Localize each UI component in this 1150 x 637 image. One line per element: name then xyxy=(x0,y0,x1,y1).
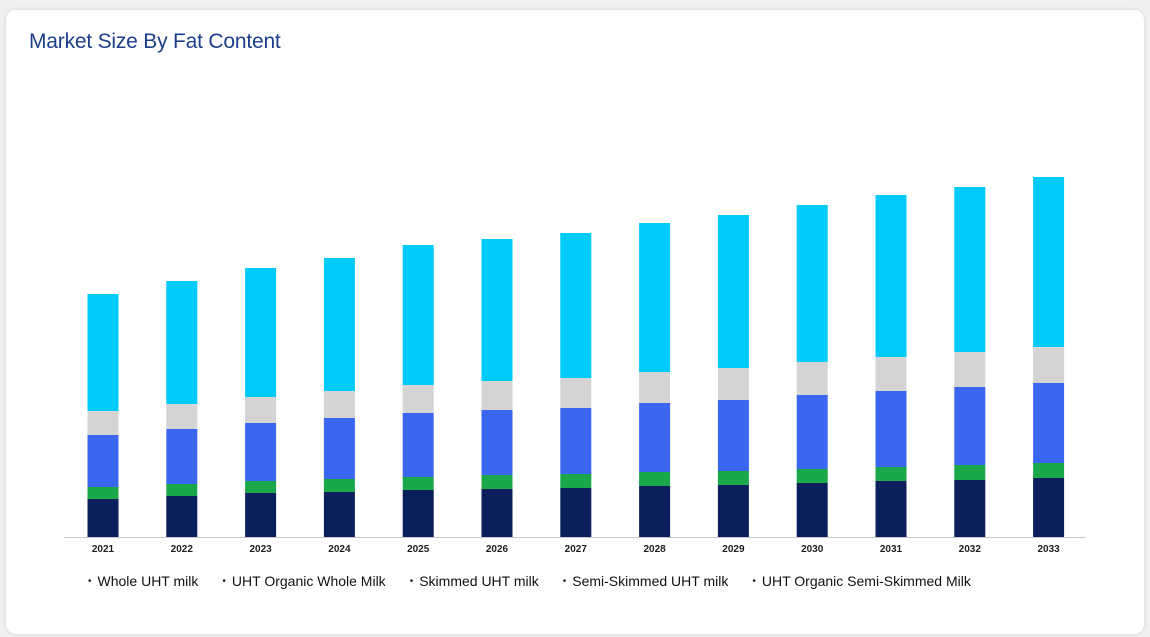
bar-2023-series-2 xyxy=(245,423,277,481)
bar-2027-series-0 xyxy=(560,488,592,537)
legend-bullet-icon: • xyxy=(562,575,567,587)
bar-2024-series-3 xyxy=(323,391,355,418)
bar-2030-series-4 xyxy=(796,205,828,362)
bar-2032-series-3 xyxy=(954,352,986,387)
bar-2031-series-2 xyxy=(875,391,907,467)
bar-2028-series-3 xyxy=(639,372,671,403)
legend-bullet-icon: • xyxy=(409,575,414,587)
bar-2028-series-2 xyxy=(639,403,671,472)
x-tick-label: 2032 xyxy=(959,544,982,555)
bar-2030-series-0 xyxy=(796,483,828,537)
x-tick-label: 2031 xyxy=(880,544,903,555)
bar-2028-series-1 xyxy=(639,472,671,486)
bar-2022-series-4 xyxy=(166,281,198,404)
bar-2021-series-2 xyxy=(87,435,119,487)
bar-2028-series-4 xyxy=(639,223,671,372)
bar-2032-series-0 xyxy=(954,480,986,537)
legend-bullet-icon: • xyxy=(88,575,92,587)
x-tick-label: 2024 xyxy=(328,544,351,555)
bar-2026-series-0 xyxy=(481,489,513,537)
bar-2033-series-2 xyxy=(1033,383,1065,463)
chart-title: Market Size By Fat Content xyxy=(29,30,281,53)
legend-item: • UHT Organic Semi-Skimmed Milk xyxy=(752,573,971,589)
bar-2031-series-4 xyxy=(875,195,907,357)
bar-2029-series-4 xyxy=(717,215,749,368)
bar-2023-series-0 xyxy=(245,493,277,537)
x-tick-label: 2023 xyxy=(249,544,272,555)
bar-2026-series-4 xyxy=(481,239,513,381)
bar-2025-series-0 xyxy=(402,490,434,537)
bar-2023-series-3 xyxy=(245,397,277,423)
bar-2027-series-4 xyxy=(560,233,592,378)
x-tick-label: 2025 xyxy=(407,544,430,555)
x-tick-label: 2033 xyxy=(1037,544,1060,555)
legend-label: Semi-Skimmed UHT milk xyxy=(572,573,729,589)
bar-2021-series-1 xyxy=(87,487,119,499)
bar-2021-series-0 xyxy=(87,499,119,537)
bar-2025-series-4 xyxy=(402,245,434,385)
bar-2033-series-4 xyxy=(1033,177,1065,347)
legend-label: UHT Organic Semi-Skimmed Milk xyxy=(761,573,971,589)
x-tick-label: 2027 xyxy=(565,544,588,555)
bar-2031-series-0 xyxy=(875,481,907,537)
legend-bullet-icon: • xyxy=(222,575,226,587)
bar-2030-series-2 xyxy=(796,395,828,469)
legend-item: • UHT Organic Whole Milk xyxy=(222,573,385,589)
bar-2028-series-0 xyxy=(639,486,671,537)
legend-bullet-icon: • xyxy=(752,575,756,587)
legend-item: • Skimmed UHT milk xyxy=(410,573,539,589)
bar-2026-series-3 xyxy=(481,381,513,410)
bar-2022-series-0 xyxy=(166,496,198,537)
legend-item: • Whole UHT milk xyxy=(88,573,198,589)
bar-2033-series-0 xyxy=(1033,478,1065,537)
x-tick-label: 2021 xyxy=(92,544,115,555)
bar-2030-series-3 xyxy=(796,362,828,395)
bar-2024-series-4 xyxy=(323,258,355,391)
bar-2032-series-1 xyxy=(954,465,986,480)
bar-2022-series-2 xyxy=(166,429,198,484)
bar-2022-series-3 xyxy=(166,404,198,429)
bar-2024-series-0 xyxy=(323,492,355,537)
bar-2026-series-2 xyxy=(481,410,513,475)
bar-2021-series-4 xyxy=(87,294,119,411)
bar-2030-series-1 xyxy=(796,469,828,483)
bar-2026-series-1 xyxy=(481,475,513,489)
bar-2023-series-4 xyxy=(245,268,277,397)
bar-2024-series-1 xyxy=(323,479,355,492)
x-tick-label: 2030 xyxy=(801,544,824,555)
bar-2027-series-3 xyxy=(560,378,592,408)
x-tick-label: 2026 xyxy=(486,544,509,555)
chart-legend: • Whole UHT milk • UHT Organic Whole Milk • S… xyxy=(88,573,971,589)
bar-2033-series-1 xyxy=(1033,463,1065,478)
x-tick-label: 2029 xyxy=(722,544,745,555)
bar-2021-series-3 xyxy=(87,411,119,435)
x-tick-label: 2028 xyxy=(643,544,666,555)
bar-2031-series-3 xyxy=(875,357,907,391)
bar-2025-series-3 xyxy=(402,385,434,413)
bar-2031-series-1 xyxy=(875,467,907,481)
bar-2027-series-1 xyxy=(560,474,592,488)
bar-2022-series-1 xyxy=(166,484,198,496)
bar-2029-series-2 xyxy=(717,400,749,471)
bar-2032-series-4 xyxy=(954,187,986,352)
legend-label: UHT Organic Whole Milk xyxy=(231,573,386,589)
bar-2023-series-1 xyxy=(245,481,277,493)
bar-2033-series-3 xyxy=(1033,347,1065,383)
bar-2024-series-2 xyxy=(323,418,355,479)
bar-2027-series-2 xyxy=(560,408,592,474)
bar-2025-series-1 xyxy=(402,477,434,490)
bar-2029-series-0 xyxy=(717,485,749,537)
legend-label: Skimmed UHT milk xyxy=(419,573,539,589)
legend-item: • Semi-Skimmed UHT milk xyxy=(563,573,729,589)
bar-2029-series-1 xyxy=(717,471,749,485)
bar-2025-series-2 xyxy=(402,413,434,477)
bar-2029-series-3 xyxy=(717,368,749,400)
x-tick-label: 2022 xyxy=(171,544,194,555)
legend-label: Whole UHT milk xyxy=(97,573,199,589)
bar-2032-series-2 xyxy=(954,387,986,465)
